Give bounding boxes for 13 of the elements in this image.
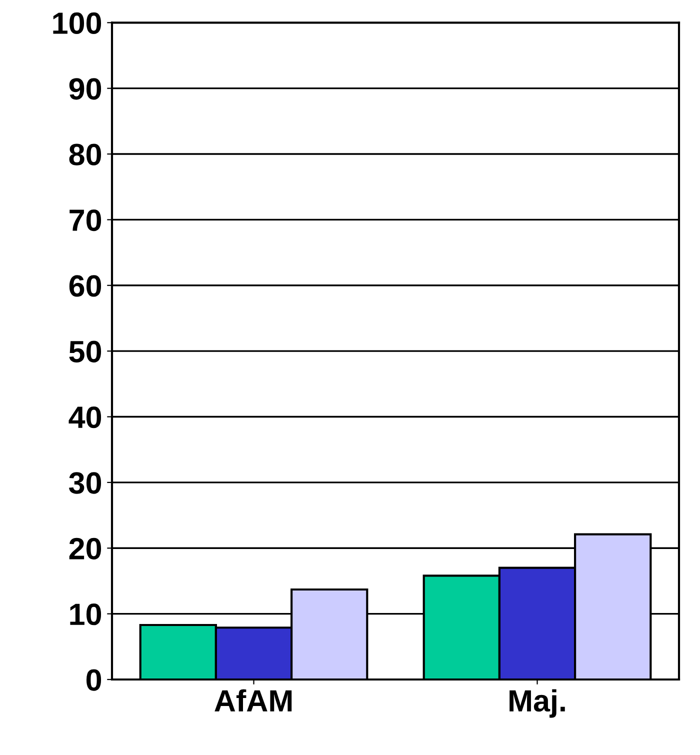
y-tick-label: 90: [69, 78, 102, 100]
y-tick-label: 10: [70, 604, 102, 626]
y-tick-label: 40: [68, 406, 102, 428]
x-tick-label: AfAM: [214, 689, 292, 712]
y-tick-label: 0: [86, 669, 102, 691]
x-tick-label: Maj.: [510, 689, 565, 718]
y-tick-label: 20: [69, 538, 102, 560]
y-tick-label: 70: [70, 209, 102, 232]
y-tick-label: 60: [69, 275, 102, 297]
y-tick-label: 50: [69, 340, 102, 362]
y-tick-label: 80: [69, 144, 102, 166]
y-tick-label: 30: [68, 472, 102, 494]
y-tick-label: 100: [53, 12, 102, 34]
